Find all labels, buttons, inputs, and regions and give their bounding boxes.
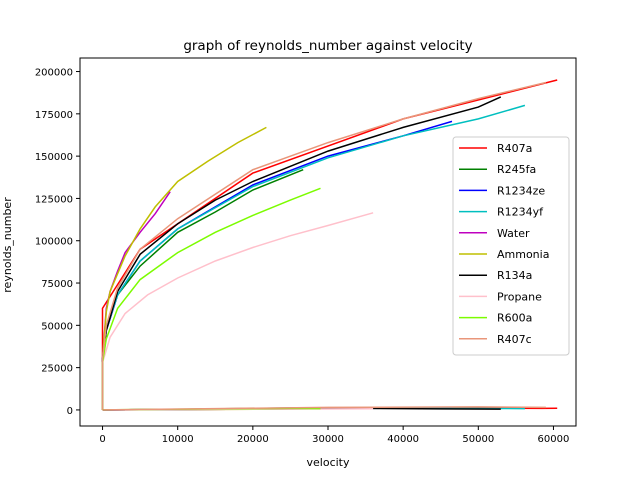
y-tick-label: 50000 bbox=[41, 321, 73, 332]
x-tick-label: 20000 bbox=[237, 434, 269, 445]
legend-box bbox=[452, 136, 570, 356]
y-tick-label: 150000 bbox=[35, 152, 73, 163]
x-tick-label: 40000 bbox=[387, 434, 419, 445]
series-line bbox=[101, 126, 267, 410]
x-axis-label: velocity bbox=[307, 456, 350, 469]
y-tick-label: 175000 bbox=[35, 110, 73, 121]
legend-label: R407a bbox=[497, 142, 532, 155]
x-tick-label: 60000 bbox=[538, 434, 570, 445]
y-tick-label: 0 bbox=[67, 406, 73, 417]
legend-label: Ammonia bbox=[497, 248, 549, 261]
legend: R407a R245fa R1234ze R1234yf Water Ammonia R13… bbox=[452, 136, 570, 356]
y-axis-label: reynolds_number bbox=[1, 197, 14, 293]
legend-label: R245fa bbox=[497, 163, 536, 176]
x-tick-label: 50000 bbox=[462, 434, 494, 445]
series-line bbox=[101, 96, 502, 410]
series-line bbox=[101, 187, 321, 410]
x-tick-label: 10000 bbox=[162, 434, 194, 445]
x-tick-label: 30000 bbox=[312, 434, 344, 445]
legend-label: R134a bbox=[497, 269, 532, 282]
legend-label: R600a bbox=[497, 312, 532, 325]
x-tick-label: 0 bbox=[99, 434, 105, 445]
legend-label: Propane bbox=[497, 290, 542, 303]
y-tick-label: 100000 bbox=[35, 237, 73, 248]
series-line bbox=[101, 191, 171, 410]
series-line bbox=[101, 81, 547, 410]
y-axis: 0 25000 50000 75000 100000 125000 150000 175000… bbox=[35, 68, 80, 417]
chart-title: graph of reynolds_number against velocit… bbox=[183, 38, 472, 54]
series-line-lower bbox=[102, 406, 546, 411]
x-axis: 0 10000 20000 30000 40000 50000 60000 bbox=[99, 426, 569, 445]
series-line bbox=[101, 212, 374, 410]
legend-label: R407c bbox=[497, 333, 532, 346]
legend-label: R1234ze bbox=[497, 184, 545, 197]
y-tick-label: 125000 bbox=[35, 194, 73, 205]
y-tick-label: 75000 bbox=[41, 279, 73, 290]
y-tick-label: 25000 bbox=[41, 364, 73, 375]
legend-label: Water bbox=[497, 227, 530, 240]
y-tick-label: 200000 bbox=[35, 68, 73, 79]
legend-label: R1234yf bbox=[497, 206, 544, 219]
plot-area bbox=[101, 79, 558, 411]
